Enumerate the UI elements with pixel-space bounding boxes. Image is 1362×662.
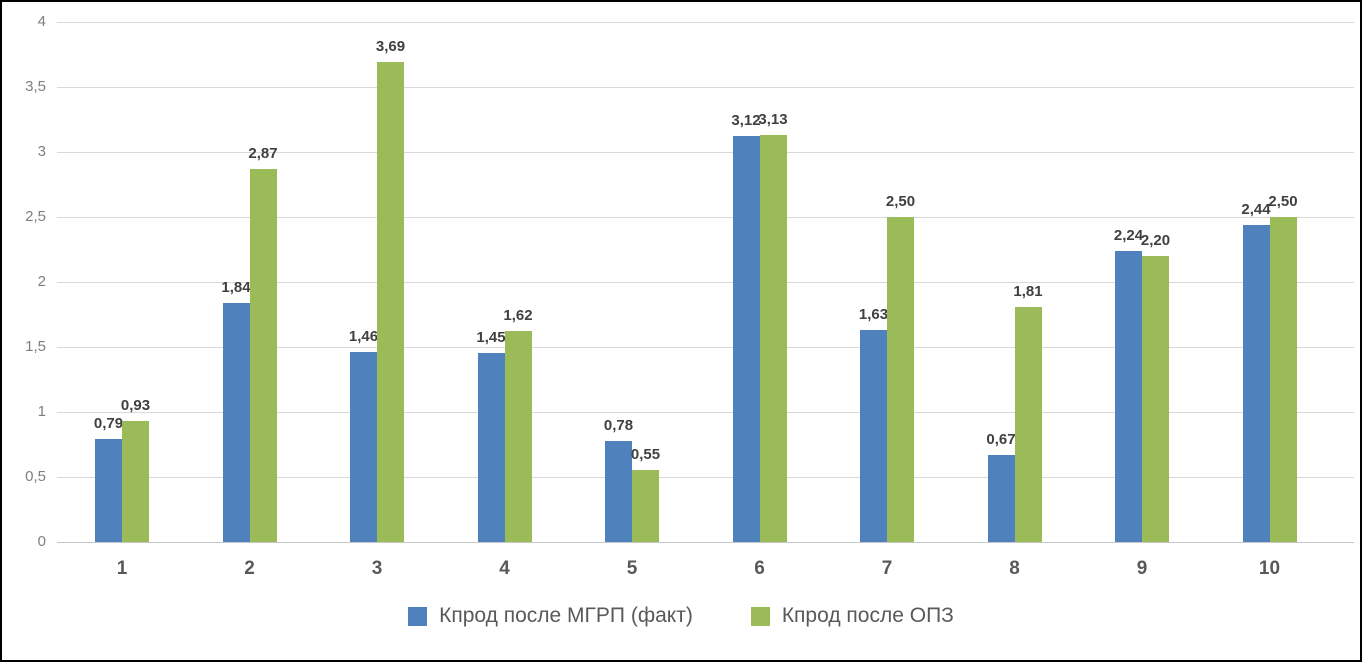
y-axis-tick-label: 1,5 — [25, 338, 46, 355]
bar-mgrp-cat1 — [95, 439, 122, 542]
bar-data-label: 3,13 — [758, 111, 788, 128]
gridline — [57, 476, 1354, 478]
x-axis-tick-label: 4 — [499, 558, 510, 579]
bar-data-label: 0,55 — [630, 446, 661, 463]
bar-data-label: 1,45 — [476, 329, 506, 346]
y-axis-tick-label: 2,5 — [25, 208, 46, 225]
bar-mgrp-cat7 — [860, 330, 887, 542]
bar-mgrp-cat2 — [222, 303, 250, 542]
bar-opz-cat4 — [504, 331, 532, 542]
bar-mgrp-cat5 — [605, 441, 632, 542]
legend-item-mgrp: Кпрод после МГРП (факт) — [408, 604, 693, 628]
gridline — [57, 281, 1354, 283]
bar-data-label: 2,50 — [885, 193, 916, 210]
gridline — [57, 411, 1354, 413]
bar-data-label: 2,50 — [1268, 193, 1298, 210]
bar-opz-cat8 — [1014, 307, 1042, 542]
x-axis-tick-label: 6 — [754, 558, 765, 579]
plot-area: 0,79 0,93 1,84 2,87 1,46 3,69 1,45 1,62 0,78 0,55… — [57, 21, 1354, 543]
bar-opz-cat9 — [1142, 256, 1169, 542]
legend: Кпрод после МГРП (факт) Кпрод после ОПЗ — [2, 604, 1360, 628]
bar-mgrp-cat3 — [350, 352, 377, 542]
legend-label-opz: Кпрод после ОПЗ — [781, 604, 954, 627]
bar-opz-cat3 — [377, 62, 404, 542]
bar-data-label: 3,12 — [731, 112, 761, 129]
bar-opz-cat6 — [759, 135, 787, 542]
bar-data-label: 3,69 — [375, 38, 406, 55]
bar-data-label: 0,67 — [986, 431, 1016, 448]
legend-swatch-blue — [408, 606, 428, 626]
bar-opz-cat10 — [1269, 217, 1297, 542]
x-axis-tick-label: 10 — [1258, 558, 1281, 579]
legend-label-mgrp: Кпрод после МГРП (факт) — [439, 604, 693, 627]
gridline — [57, 21, 1354, 23]
x-axis-tick-label: 9 — [1136, 558, 1148, 579]
gridline — [57, 541, 1354, 543]
bar-data-label: 1,62 — [503, 307, 533, 324]
bar-data-label: 2,44 — [1241, 201, 1271, 218]
y-axis-tick-label: 2 — [37, 273, 46, 290]
bar-data-label: 0,93 — [120, 397, 151, 414]
y-axis-tick-label: 4 — [37, 13, 46, 30]
gridline — [57, 151, 1354, 153]
bar-opz-cat1 — [122, 421, 149, 542]
bar-data-label: 2,20 — [1140, 232, 1171, 249]
bar-mgrp-cat9 — [1115, 251, 1142, 542]
bar-mgrp-cat8 — [987, 455, 1015, 542]
y-axis-tick-label: 1 — [37, 403, 46, 420]
bar-opz-cat2 — [249, 169, 277, 542]
x-axis-tick-label: 7 — [881, 558, 893, 579]
bar-data-label: 1,63 — [858, 306, 889, 323]
bar-mgrp-cat4 — [477, 353, 505, 542]
y-axis-tick-label: 3 — [37, 143, 46, 160]
x-axis-tick-label: 3 — [371, 558, 383, 579]
gridline — [57, 216, 1354, 218]
bar-opz-cat7 — [887, 217, 914, 542]
gridline — [57, 86, 1354, 88]
x-axis-tick-label: 8 — [1009, 558, 1020, 579]
x-axis-tick-label: 5 — [626, 558, 638, 579]
y-axis-tick-label: 3,5 — [25, 78, 46, 95]
y-axis-tick-label: 0,5 — [25, 468, 46, 485]
bar-data-label: 2,87 — [248, 145, 278, 162]
x-axis-tick-label: 2 — [244, 558, 255, 579]
bar-data-label: 2,24 — [1113, 227, 1144, 244]
bar-mgrp-cat6 — [732, 136, 760, 542]
bar-data-label: 1,81 — [1013, 283, 1043, 300]
y-axis-tick-label: 0 — [37, 533, 46, 550]
bar-data-label: 0,78 — [603, 417, 634, 434]
legend-item-opz: Кпрод после ОПЗ — [750, 604, 954, 628]
gridline — [57, 346, 1354, 348]
legend-swatch-green — [750, 606, 770, 626]
bar-data-label: 1,46 — [348, 328, 379, 345]
bar-data-label: 0,79 — [93, 415, 124, 432]
x-axis-tick-label: 1 — [116, 558, 128, 579]
bar-opz-cat5 — [632, 470, 659, 542]
bar-data-label: 1,84 — [221, 279, 251, 296]
bar-mgrp-cat10 — [1242, 225, 1270, 542]
